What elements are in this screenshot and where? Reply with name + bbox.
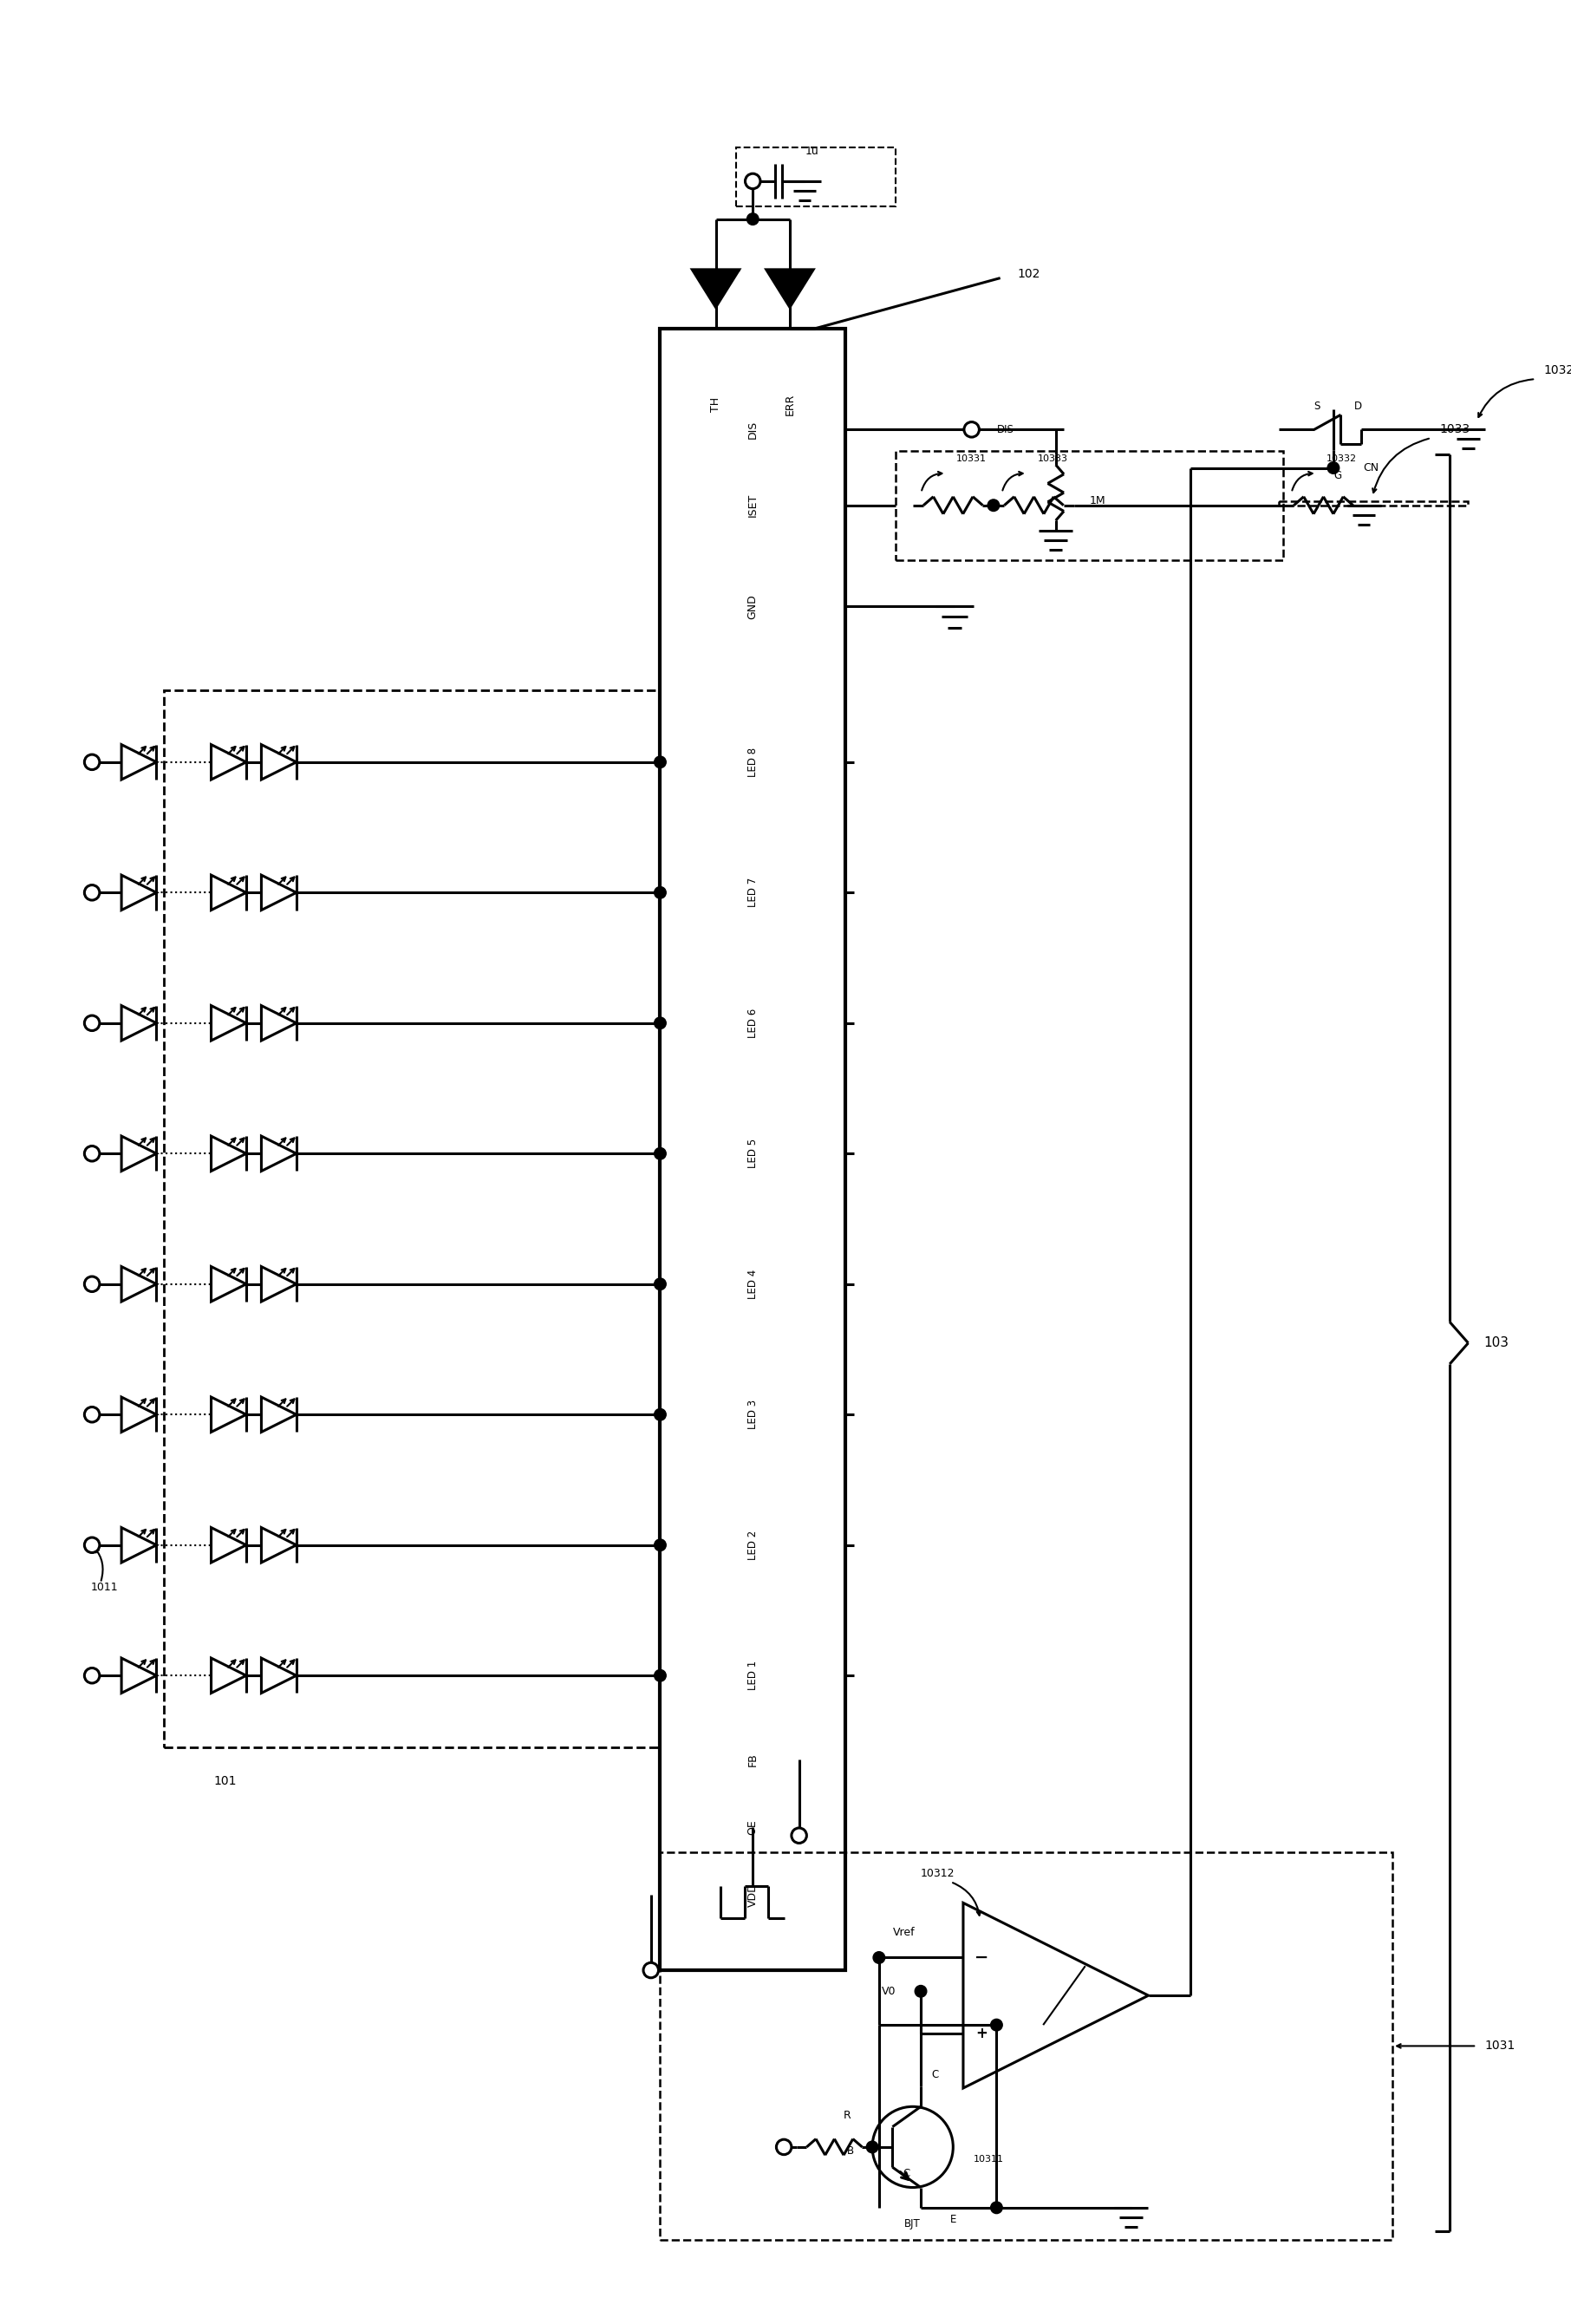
Circle shape: [745, 174, 760, 188]
Circle shape: [654, 888, 666, 899]
Circle shape: [644, 1964, 658, 1978]
Text: ISET: ISET: [748, 493, 759, 518]
Bar: [1279, 502, 1469, 504]
Text: 10312: 10312: [921, 1868, 955, 1880]
Text: 1031: 1031: [1485, 2040, 1516, 2052]
Text: 1u: 1u: [804, 146, 818, 158]
Circle shape: [654, 1669, 666, 1683]
Text: LED 7: LED 7: [748, 878, 759, 906]
Circle shape: [85, 1276, 99, 1292]
Text: +: +: [976, 2027, 988, 2040]
Bar: [660, 328, 845, 1971]
Text: LED 1: LED 1: [748, 1662, 759, 1690]
Text: −: −: [974, 1950, 988, 1966]
Text: S: S: [1313, 400, 1320, 411]
Text: 1M: 1M: [1089, 495, 1106, 507]
Text: DIS: DIS: [998, 423, 1015, 435]
Bar: [163, 690, 660, 1748]
Bar: [895, 451, 1284, 560]
Circle shape: [654, 755, 666, 767]
Circle shape: [746, 214, 759, 225]
Text: 102: 102: [1016, 267, 1040, 279]
Text: CN: CN: [1362, 462, 1378, 474]
Text: D: D: [1354, 400, 1362, 411]
Text: TH: TH: [710, 397, 721, 411]
Circle shape: [85, 755, 99, 769]
Text: G: G: [1334, 469, 1342, 481]
Circle shape: [85, 1538, 99, 1552]
Circle shape: [873, 1952, 884, 1964]
Text: Vref: Vref: [894, 1927, 916, 1938]
Circle shape: [654, 1278, 666, 1290]
Text: LED 2: LED 2: [748, 1529, 759, 1559]
Text: DIS: DIS: [748, 421, 759, 439]
Text: BJT: BJT: [905, 2217, 921, 2229]
Text: 1011: 1011: [91, 1583, 118, 1592]
Text: 1033: 1033: [1439, 423, 1470, 435]
Circle shape: [776, 2140, 792, 2154]
Circle shape: [654, 1018, 666, 1030]
Text: C: C: [903, 2168, 910, 2180]
Circle shape: [988, 500, 999, 511]
Circle shape: [866, 2140, 878, 2152]
Circle shape: [85, 885, 99, 899]
Polygon shape: [693, 270, 740, 307]
Text: FB: FB: [748, 1752, 759, 1766]
Text: 103: 103: [1483, 1336, 1508, 1350]
Circle shape: [991, 2020, 1002, 2031]
Text: LED 5: LED 5: [748, 1139, 759, 1169]
Text: 10311: 10311: [974, 2154, 1004, 2164]
Text: OE: OE: [748, 1820, 759, 1836]
Bar: [660, 1852, 1392, 2240]
Circle shape: [1327, 462, 1338, 474]
Polygon shape: [767, 270, 814, 307]
Text: 10333: 10333: [1037, 456, 1068, 462]
Text: C: C: [932, 2068, 938, 2080]
Circle shape: [654, 1538, 666, 1550]
Circle shape: [85, 1146, 99, 1162]
Text: LED 4: LED 4: [748, 1269, 759, 1299]
Text: 1032: 1032: [1544, 365, 1571, 376]
Bar: [735, 146, 895, 207]
Circle shape: [965, 423, 979, 437]
Text: LED 3: LED 3: [748, 1399, 759, 1429]
Text: 10332: 10332: [1327, 456, 1357, 462]
Text: LED 6: LED 6: [748, 1009, 759, 1039]
Circle shape: [85, 1669, 99, 1683]
Text: R: R: [844, 2110, 851, 2122]
Text: VDD: VDD: [748, 1882, 759, 1906]
Circle shape: [792, 1829, 806, 1843]
Text: 10331: 10331: [957, 456, 987, 462]
Text: ERR: ERR: [784, 393, 795, 416]
Text: GND: GND: [748, 595, 759, 618]
Circle shape: [654, 1408, 666, 1420]
Text: V0: V0: [881, 1985, 895, 1996]
Text: LED 8: LED 8: [748, 748, 759, 776]
Text: 101: 101: [214, 1776, 237, 1787]
Circle shape: [85, 1016, 99, 1030]
Circle shape: [654, 1148, 666, 1160]
Text: E: E: [950, 2215, 957, 2226]
Circle shape: [914, 1985, 927, 1996]
Circle shape: [991, 2201, 1002, 2212]
Text: B: B: [847, 2145, 853, 2157]
Circle shape: [85, 1406, 99, 1422]
